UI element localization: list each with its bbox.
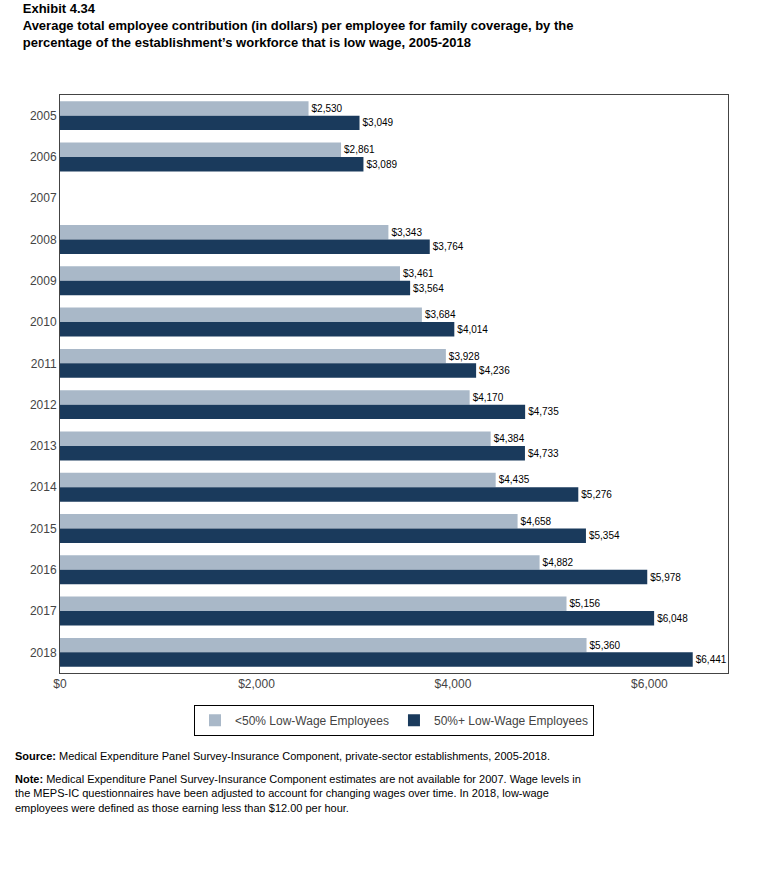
svg-text:2007: 2007 xyxy=(30,191,57,205)
svg-text:$3,764: $3,764 xyxy=(433,241,464,252)
svg-text:$6,441: $6,441 xyxy=(696,654,727,665)
svg-text:2006: 2006 xyxy=(30,150,57,164)
svg-text:$6,048: $6,048 xyxy=(657,613,688,624)
svg-text:$3,684: $3,684 xyxy=(425,309,456,320)
svg-text:$3,564: $3,564 xyxy=(413,283,444,294)
svg-text:Note: Medical Expenditure Pane: Note: Medical Expenditure Panel Survey-I… xyxy=(15,773,581,814)
svg-text:$5,354: $5,354 xyxy=(589,530,620,541)
svg-text:$5,156: $5,156 xyxy=(570,598,601,609)
svg-text:$4,735: $4,735 xyxy=(528,406,559,417)
svg-text:$4,014: $4,014 xyxy=(457,324,488,335)
svg-text:$5,276: $5,276 xyxy=(581,489,612,500)
svg-text:$4,658: $4,658 xyxy=(521,516,552,527)
svg-text:$5,978: $5,978 xyxy=(650,572,681,583)
svg-text:2005: 2005 xyxy=(30,109,57,123)
svg-text:$4,170: $4,170 xyxy=(473,392,504,403)
svg-text:2011: 2011 xyxy=(31,357,57,371)
svg-text:$3,461: $3,461 xyxy=(403,268,434,279)
svg-text:$4,000: $4,000 xyxy=(435,677,472,691)
svg-text:$0: $0 xyxy=(53,677,67,691)
svg-text:$3,089: $3,089 xyxy=(366,159,397,170)
svg-text:Exhibit 4.34Average total empl: Exhibit 4.34Average total employee contr… xyxy=(23,1,574,50)
svg-text:$4,435: $4,435 xyxy=(499,474,530,485)
svg-text:$4,733: $4,733 xyxy=(528,448,559,459)
svg-text:2008: 2008 xyxy=(30,233,57,247)
svg-text:50%+ Low-Wage Employees: 50%+ Low-Wage Employees xyxy=(434,714,588,728)
svg-text:$3,343: $3,343 xyxy=(391,227,422,238)
svg-text:2012: 2012 xyxy=(30,398,57,412)
svg-text:2017: 2017 xyxy=(30,604,57,618)
svg-text:2010: 2010 xyxy=(30,315,57,329)
svg-text:$4,236: $4,236 xyxy=(479,365,510,376)
svg-text:2014: 2014 xyxy=(30,480,57,494)
svg-text:2013: 2013 xyxy=(30,439,57,453)
svg-text:2015: 2015 xyxy=(30,522,57,536)
svg-text:2018: 2018 xyxy=(30,646,57,660)
svg-text:$4,882: $4,882 xyxy=(543,557,574,568)
svg-text:$3,928: $3,928 xyxy=(449,351,480,362)
svg-text:$2,000: $2,000 xyxy=(238,677,275,691)
svg-text:$2,861: $2,861 xyxy=(344,144,375,155)
svg-text:$5,360: $5,360 xyxy=(590,640,621,651)
svg-text:$2,530: $2,530 xyxy=(312,103,343,114)
svg-text:Source: Medical Expenditure Pa: Source: Medical Expenditure Panel Survey… xyxy=(15,750,550,762)
svg-text:<50% Low-Wage Employees: <50% Low-Wage Employees xyxy=(235,714,389,728)
svg-text:$4,384: $4,384 xyxy=(494,433,525,444)
svg-text:2009: 2009 xyxy=(30,274,57,288)
svg-text:2016: 2016 xyxy=(30,563,57,577)
svg-text:$6,000: $6,000 xyxy=(631,677,668,691)
svg-text:$3,049: $3,049 xyxy=(363,117,394,128)
